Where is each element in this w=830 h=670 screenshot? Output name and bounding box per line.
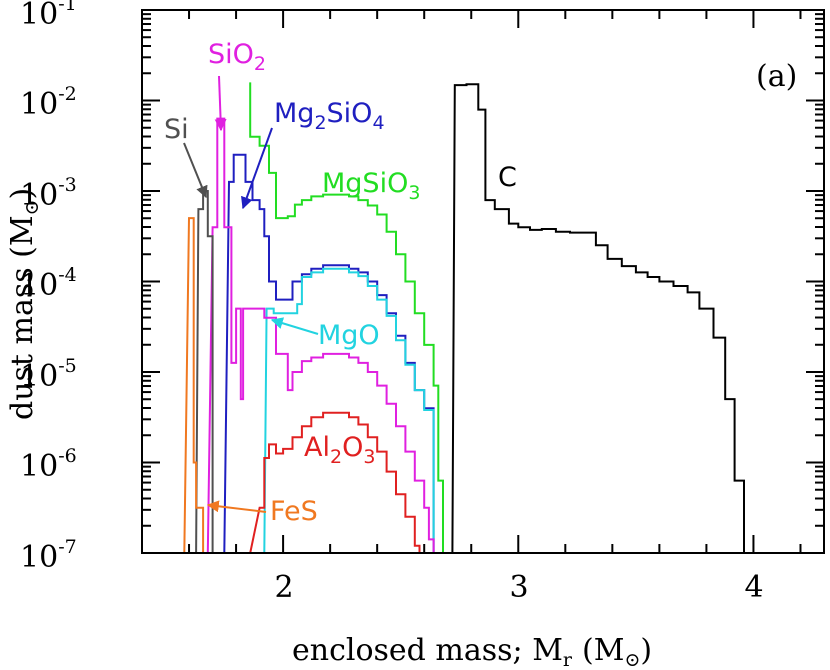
y-tick-label: 10-5 bbox=[20, 355, 77, 394]
x-tick-label: 2 bbox=[274, 570, 293, 605]
label-mgo: MgO bbox=[318, 320, 380, 351]
label-al2o3: Al2O3 bbox=[304, 432, 375, 468]
x-tick-label: 3 bbox=[509, 570, 528, 605]
series-line-sio2 bbox=[206, 117, 435, 554]
label-si: Si bbox=[164, 114, 189, 145]
y-tick-labels: 10-1 10-2 10-3 10-4 10-5 10-6 10-7 bbox=[20, 0, 77, 575]
label-mg2sio4: Mg2SiO4 bbox=[274, 98, 385, 134]
series-line-al2o3 bbox=[249, 411, 421, 554]
series-line-mgo bbox=[263, 267, 435, 554]
label-sio2: SiO2 bbox=[208, 39, 266, 75]
sun-symbol: ⊙ bbox=[624, 649, 640, 670]
y-tick-label: 10-2 bbox=[20, 83, 77, 122]
label-c: C bbox=[498, 162, 517, 193]
arrow-sio2 bbox=[214, 75, 227, 132]
arrow-mg2sio4 bbox=[241, 127, 273, 210]
y-axis-title: dust mass (M⊙) bbox=[5, 188, 43, 420]
series-line-mgsio3 bbox=[249, 82, 444, 553]
panel-label: (a) bbox=[756, 59, 797, 94]
y-tick-label: 10-6 bbox=[20, 445, 77, 484]
arrow-mgo bbox=[270, 317, 319, 335]
y-tick-label: 10-7 bbox=[20, 536, 77, 575]
series-line-fes bbox=[183, 217, 205, 554]
ticks-layer bbox=[141, 9, 824, 554]
label-fes: FeS bbox=[270, 496, 318, 527]
y-tick-label: 10-3 bbox=[20, 174, 77, 213]
x-axis-title: enclosed mass; Mr (M⊙) bbox=[292, 633, 652, 670]
sun-symbol: ⊙ bbox=[21, 199, 43, 215]
x-tick-labels: 2 3 4 bbox=[274, 570, 763, 605]
label-mgsio3: MgSiO3 bbox=[322, 168, 420, 204]
series-layer bbox=[183, 82, 745, 554]
arrow-si bbox=[183, 142, 208, 199]
series-line-mg2sio4 bbox=[223, 153, 435, 554]
arrow-fes bbox=[206, 500, 267, 513]
y-tick-label: 10-4 bbox=[20, 264, 77, 303]
series-line-c bbox=[451, 83, 745, 554]
x-tick-label: 4 bbox=[744, 570, 763, 605]
y-tick-label: 10-1 bbox=[20, 0, 77, 32]
